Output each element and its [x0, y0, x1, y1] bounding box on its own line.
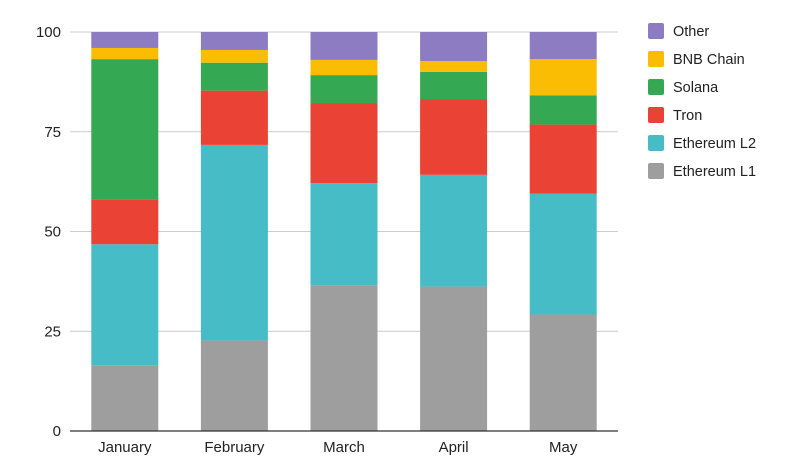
legend-label: Other	[673, 24, 709, 40]
bar-segment-solana	[200, 62, 268, 91]
bar-segment-ethereum-l1	[200, 340, 268, 431]
bar-segment-bnb-chain	[200, 49, 268, 63]
bar-segment-bnb-chain	[420, 61, 488, 72]
x-tick-label: January	[98, 439, 152, 456]
legend-swatch	[648, 163, 664, 179]
legend-swatch	[648, 23, 664, 39]
x-tick-label: February	[204, 439, 265, 456]
y-axis-ticks: 0 25 50 75 100	[36, 24, 61, 440]
y-tick-label: 0	[53, 423, 61, 440]
bar-segment-ethereum-l1	[310, 285, 378, 431]
legend-item: Ethereum L1	[648, 163, 756, 180]
bar-stack-february	[200, 32, 268, 431]
bar-segment-tron	[420, 99, 488, 175]
legend-label: BNB Chain	[673, 52, 745, 68]
bar-stack-march	[310, 32, 378, 431]
bar-segment-solana	[529, 95, 597, 125]
y-tick-label: 50	[44, 224, 61, 241]
bar-segment-solana	[420, 71, 488, 100]
y-tick-label: 25	[44, 323, 61, 340]
legend-item: Ethereum L2	[648, 135, 756, 152]
bar-segment-bnb-chain	[310, 59, 378, 76]
legend-swatch	[648, 107, 664, 123]
bar-segment-tron	[529, 124, 597, 194]
bar-segment-ethereum-l2	[420, 174, 488, 287]
bar-segment-ethereum-l1	[91, 365, 159, 431]
bar-stack-april	[420, 32, 488, 431]
bar-segment-ethereum-l2	[200, 144, 268, 341]
bar-segment-other	[310, 32, 378, 60]
legend: Other BNB Chain Solana Tron Ethereum L2 Ether…	[648, 23, 756, 180]
x-axis-ticks: January February March April May	[98, 439, 578, 456]
bar-stack-january	[91, 32, 159, 431]
y-tick-label: 75	[44, 124, 61, 141]
bar-segment-tron	[200, 90, 268, 145]
bar-segment-solana	[91, 59, 159, 200]
legend-label: Ethereum L1	[673, 164, 756, 180]
x-tick-label: April	[439, 439, 469, 456]
bar-segment-other	[200, 32, 268, 50]
legend-item: Other	[648, 23, 709, 40]
bar-segment-ethereum-l2	[91, 244, 159, 366]
bar-segment-other	[420, 32, 488, 62]
bar-stacks	[91, 32, 597, 431]
bar-segment-ethereum-l1	[420, 286, 488, 431]
legend-label: Solana	[673, 80, 719, 96]
bar-segment-other	[529, 32, 597, 60]
legend-swatch	[648, 51, 664, 67]
bar-segment-ethereum-l2	[310, 183, 378, 286]
bar-segment-solana	[310, 75, 378, 104]
bar-segment-ethereum-l1	[529, 314, 597, 431]
bar-segment-ethereum-l2	[529, 193, 597, 315]
legend-item: BNB Chain	[648, 51, 745, 68]
x-tick-label: March	[323, 439, 365, 456]
bar-segment-tron	[310, 103, 378, 184]
legend-label: Tron	[673, 108, 702, 124]
legend-swatch	[648, 79, 664, 95]
bar-segment-bnb-chain	[91, 47, 159, 60]
bar-segment-tron	[91, 199, 159, 245]
bar-segment-bnb-chain	[529, 59, 597, 96]
legend-item: Solana	[648, 79, 719, 96]
bar-segment-other	[91, 32, 159, 48]
legend-swatch	[648, 135, 664, 151]
legend-item: Tron	[648, 107, 702, 124]
y-tick-label: 100	[36, 24, 61, 41]
x-tick-label: May	[549, 439, 578, 456]
bar-stack-may	[529, 32, 597, 431]
legend-label: Ethereum L2	[673, 136, 756, 152]
